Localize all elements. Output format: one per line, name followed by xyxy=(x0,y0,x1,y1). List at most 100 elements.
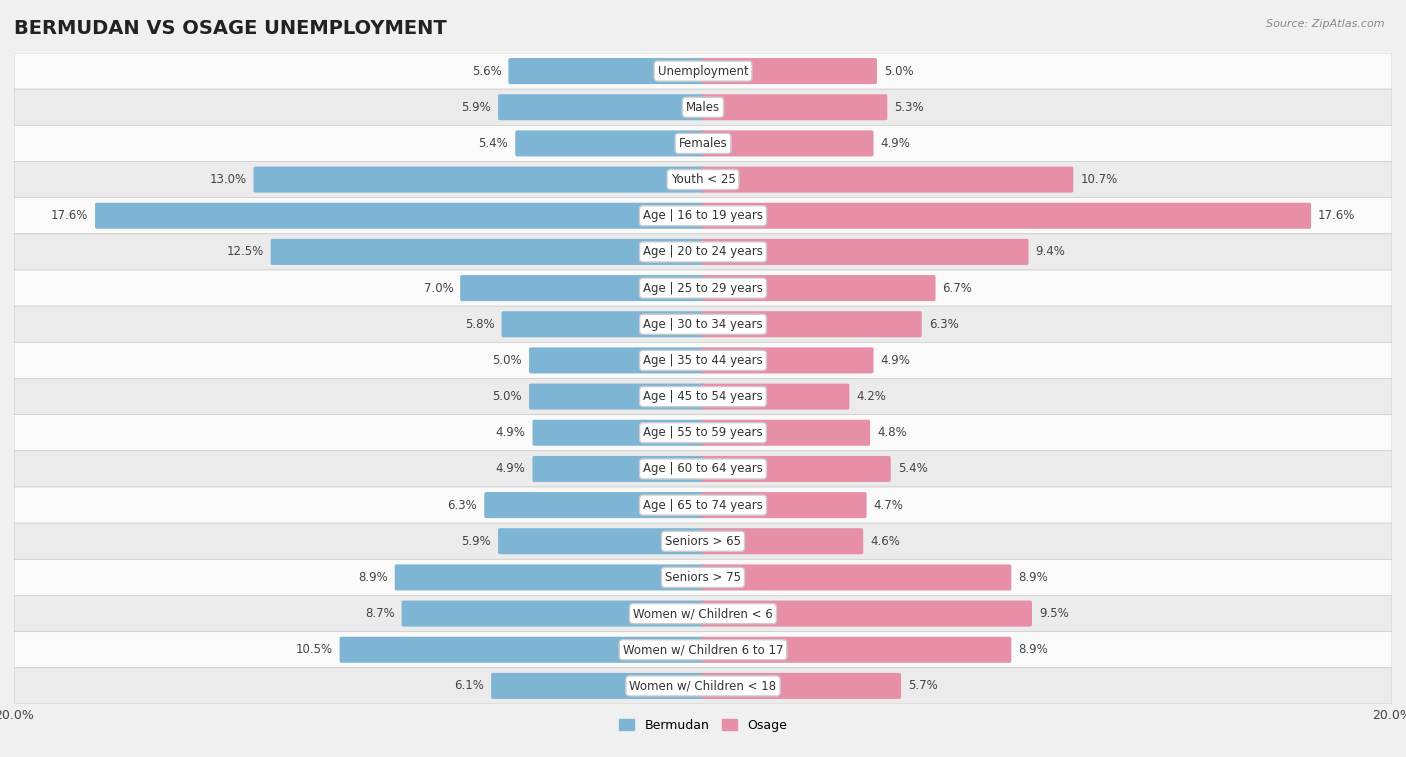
FancyBboxPatch shape xyxy=(702,203,1310,229)
FancyBboxPatch shape xyxy=(14,234,1392,270)
Text: Age | 25 to 29 years: Age | 25 to 29 years xyxy=(643,282,763,294)
FancyBboxPatch shape xyxy=(14,53,1392,89)
FancyBboxPatch shape xyxy=(253,167,704,192)
FancyBboxPatch shape xyxy=(395,565,704,590)
Text: Youth < 25: Youth < 25 xyxy=(671,173,735,186)
Text: 8.9%: 8.9% xyxy=(1018,571,1047,584)
Text: 6.3%: 6.3% xyxy=(447,499,478,512)
Text: 5.3%: 5.3% xyxy=(894,101,924,114)
Text: 17.6%: 17.6% xyxy=(1317,209,1355,223)
FancyBboxPatch shape xyxy=(14,198,1392,234)
Text: Age | 35 to 44 years: Age | 35 to 44 years xyxy=(643,354,763,367)
FancyBboxPatch shape xyxy=(14,668,1392,704)
Text: 4.6%: 4.6% xyxy=(870,534,900,548)
Text: 7.0%: 7.0% xyxy=(423,282,453,294)
FancyBboxPatch shape xyxy=(14,559,1392,596)
FancyBboxPatch shape xyxy=(14,161,1392,198)
Text: 8.9%: 8.9% xyxy=(359,571,388,584)
Text: Age | 60 to 64 years: Age | 60 to 64 years xyxy=(643,463,763,475)
Text: 5.7%: 5.7% xyxy=(908,680,938,693)
FancyBboxPatch shape xyxy=(529,384,704,410)
FancyBboxPatch shape xyxy=(702,94,887,120)
Text: 8.9%: 8.9% xyxy=(1018,643,1047,656)
FancyBboxPatch shape xyxy=(702,275,935,301)
FancyBboxPatch shape xyxy=(533,419,704,446)
FancyBboxPatch shape xyxy=(484,492,704,518)
FancyBboxPatch shape xyxy=(271,239,704,265)
FancyBboxPatch shape xyxy=(702,419,870,446)
Text: Females: Females xyxy=(679,137,727,150)
FancyBboxPatch shape xyxy=(498,528,704,554)
FancyBboxPatch shape xyxy=(702,456,891,482)
FancyBboxPatch shape xyxy=(702,600,1032,627)
FancyBboxPatch shape xyxy=(14,487,1392,523)
Text: 5.4%: 5.4% xyxy=(897,463,928,475)
Text: Women w/ Children 6 to 17: Women w/ Children 6 to 17 xyxy=(623,643,783,656)
Text: 10.7%: 10.7% xyxy=(1080,173,1118,186)
FancyBboxPatch shape xyxy=(702,492,866,518)
FancyBboxPatch shape xyxy=(702,239,1029,265)
FancyBboxPatch shape xyxy=(533,456,704,482)
Text: BERMUDAN VS OSAGE UNEMPLOYMENT: BERMUDAN VS OSAGE UNEMPLOYMENT xyxy=(14,18,447,38)
FancyBboxPatch shape xyxy=(515,130,704,157)
FancyBboxPatch shape xyxy=(702,565,1011,590)
Text: 5.4%: 5.4% xyxy=(478,137,509,150)
FancyBboxPatch shape xyxy=(491,673,704,699)
Text: 9.5%: 9.5% xyxy=(1039,607,1069,620)
FancyBboxPatch shape xyxy=(702,528,863,554)
FancyBboxPatch shape xyxy=(702,130,873,157)
FancyBboxPatch shape xyxy=(702,347,873,373)
Text: 4.9%: 4.9% xyxy=(496,426,526,439)
Text: 5.6%: 5.6% xyxy=(472,64,502,77)
Text: Women w/ Children < 18: Women w/ Children < 18 xyxy=(630,680,776,693)
FancyBboxPatch shape xyxy=(460,275,704,301)
Text: 5.9%: 5.9% xyxy=(461,101,491,114)
Text: 8.7%: 8.7% xyxy=(366,607,395,620)
FancyBboxPatch shape xyxy=(14,89,1392,126)
FancyBboxPatch shape xyxy=(702,311,922,338)
Text: Age | 55 to 59 years: Age | 55 to 59 years xyxy=(643,426,763,439)
Text: 4.9%: 4.9% xyxy=(496,463,526,475)
Legend: Bermudan, Osage: Bermudan, Osage xyxy=(614,714,792,737)
FancyBboxPatch shape xyxy=(498,94,704,120)
Text: Age | 20 to 24 years: Age | 20 to 24 years xyxy=(643,245,763,258)
Text: 5.8%: 5.8% xyxy=(465,318,495,331)
FancyBboxPatch shape xyxy=(502,311,704,338)
Text: 6.7%: 6.7% xyxy=(942,282,973,294)
Text: Age | 16 to 19 years: Age | 16 to 19 years xyxy=(643,209,763,223)
Text: Age | 45 to 54 years: Age | 45 to 54 years xyxy=(643,390,763,403)
Text: 9.4%: 9.4% xyxy=(1035,245,1066,258)
Text: Males: Males xyxy=(686,101,720,114)
FancyBboxPatch shape xyxy=(14,270,1392,306)
Text: 4.8%: 4.8% xyxy=(877,426,907,439)
FancyBboxPatch shape xyxy=(702,637,1011,663)
FancyBboxPatch shape xyxy=(14,378,1392,415)
Text: 4.2%: 4.2% xyxy=(856,390,886,403)
Text: 5.0%: 5.0% xyxy=(492,390,522,403)
FancyBboxPatch shape xyxy=(14,306,1392,342)
FancyBboxPatch shape xyxy=(96,203,704,229)
FancyBboxPatch shape xyxy=(529,347,704,373)
Text: 4.9%: 4.9% xyxy=(880,137,910,150)
FancyBboxPatch shape xyxy=(702,384,849,410)
Text: 12.5%: 12.5% xyxy=(226,245,264,258)
FancyBboxPatch shape xyxy=(702,673,901,699)
Text: Age | 30 to 34 years: Age | 30 to 34 years xyxy=(643,318,763,331)
Text: 4.9%: 4.9% xyxy=(880,354,910,367)
FancyBboxPatch shape xyxy=(14,596,1392,631)
FancyBboxPatch shape xyxy=(14,451,1392,487)
FancyBboxPatch shape xyxy=(14,415,1392,451)
Text: 5.0%: 5.0% xyxy=(492,354,522,367)
Text: 13.0%: 13.0% xyxy=(209,173,246,186)
Text: Age | 65 to 74 years: Age | 65 to 74 years xyxy=(643,499,763,512)
Text: Unemployment: Unemployment xyxy=(658,64,748,77)
Text: 6.1%: 6.1% xyxy=(454,680,484,693)
FancyBboxPatch shape xyxy=(402,600,704,627)
FancyBboxPatch shape xyxy=(509,58,704,84)
Text: Seniors > 65: Seniors > 65 xyxy=(665,534,741,548)
FancyBboxPatch shape xyxy=(702,58,877,84)
FancyBboxPatch shape xyxy=(14,523,1392,559)
Text: 17.6%: 17.6% xyxy=(51,209,89,223)
Text: 4.7%: 4.7% xyxy=(873,499,904,512)
FancyBboxPatch shape xyxy=(14,126,1392,161)
